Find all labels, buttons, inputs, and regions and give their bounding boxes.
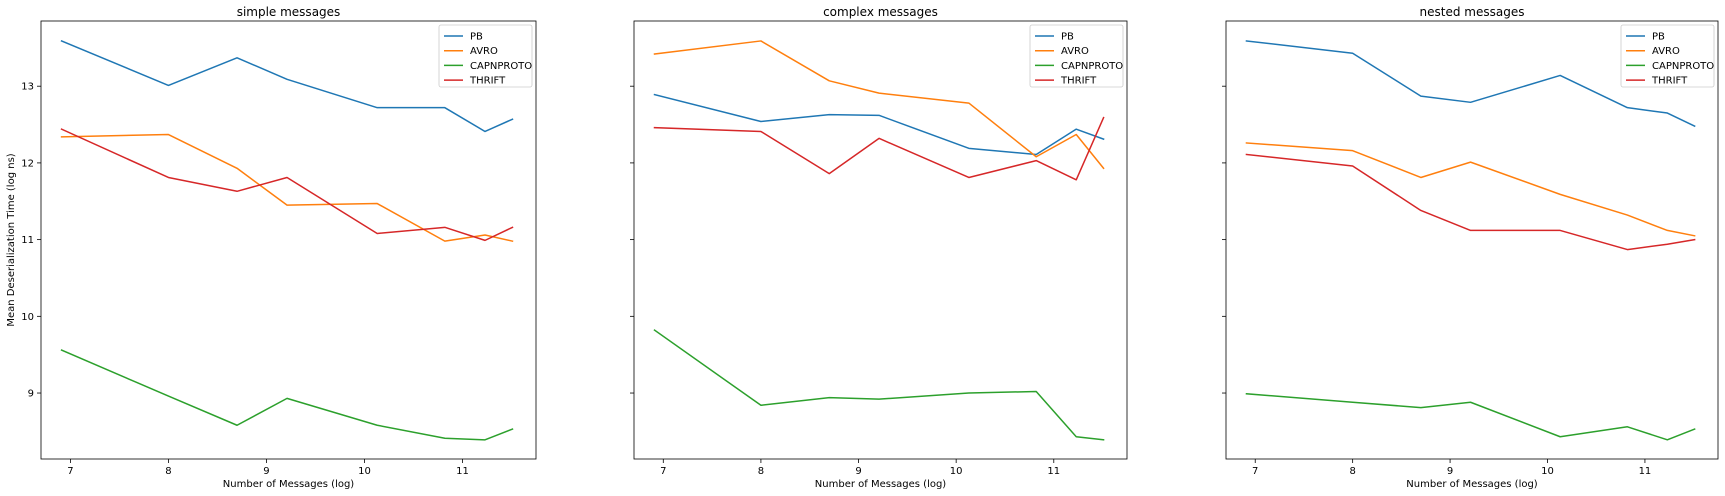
legend-label-thrift: THRIFT — [1060, 76, 1097, 87]
series-line-thrift — [653, 116, 1105, 181]
legend-label-pb: PB — [1652, 32, 1665, 43]
x-tick-label: 11 — [1047, 466, 1060, 477]
series-line-avro — [1245, 142, 1696, 237]
series-line-capnproto — [1245, 392, 1696, 441]
y-axis-label: Mean Deserialization Time (log ns) — [6, 153, 17, 326]
legend-box — [1029, 24, 1124, 88]
x-tick-label: 10 — [950, 466, 963, 477]
x-tick-label: 10 — [1541, 466, 1554, 477]
y-tick-label: 13 — [21, 82, 34, 93]
legend-label-capnproto: CAPNPROTO — [470, 61, 532, 72]
x-tick-label: 9 — [855, 466, 861, 477]
x-tick-label: 7 — [660, 466, 666, 477]
series-line-capnproto — [653, 329, 1105, 441]
y-tick-label: 10 — [21, 312, 34, 323]
chart-panel-3: 7 8 9 10 11 nested messages Number of Messages… — [1222, 5, 1719, 490]
chart-panel-1: 7 8 9 10 11 9 10 11 12 13 simple messages Number of… — [6, 5, 537, 490]
legend-label-capnproto: CAPNPROTO — [1061, 61, 1123, 72]
legend-box — [1620, 24, 1715, 88]
y-tick-label: 9 — [28, 389, 34, 400]
legend-label-capnproto: CAPNPROTO — [1652, 61, 1714, 72]
x-axis-label: Number of Messages (log) — [1406, 479, 1538, 490]
legend-label-thrift: THRIFT — [1651, 76, 1688, 87]
legend-label-avro: AVRO — [1061, 46, 1089, 57]
x-tick-label: 7 — [67, 466, 73, 477]
chart-panel-2: 7 8 9 10 11 complex messages Number of Message… — [630, 5, 1128, 490]
series-line-pb — [60, 39, 514, 133]
legend-label-pb: PB — [1061, 32, 1074, 43]
x-tick-label: 8 — [165, 466, 171, 477]
x-tick-label: 8 — [758, 466, 764, 477]
series-line-avro — [60, 133, 514, 243]
legend-label-pb: PB — [470, 32, 483, 43]
legend-label-avro: AVRO — [1652, 46, 1680, 57]
legend-box — [438, 24, 533, 88]
legend: PB AVRO CAPNPROTO THRIFT — [1029, 24, 1124, 88]
x-axis-label: Number of Messages (log) — [223, 479, 355, 490]
y-tick-label: 12 — [21, 158, 34, 169]
chart-title: nested messages — [1420, 5, 1525, 19]
series-line-thrift — [60, 128, 514, 242]
x-tick-label: 10 — [358, 466, 371, 477]
x-tick-label: 7 — [1252, 466, 1258, 477]
y-tick-label: 11 — [21, 235, 34, 246]
x-tick-label: 9 — [1447, 466, 1453, 477]
x-axis-label: Number of Messages (log) — [815, 479, 947, 490]
series-line-pb — [653, 93, 1105, 156]
x-tick-label: 8 — [1349, 466, 1355, 477]
chart-title: simple messages — [237, 5, 341, 19]
series-line-pb — [1245, 40, 1696, 128]
series-line-avro — [653, 40, 1105, 170]
legend: PB AVRO CAPNPROTO THRIFT — [438, 24, 533, 88]
legend: PB AVRO CAPNPROTO THRIFT — [1620, 24, 1715, 88]
x-tick-label: 11 — [456, 466, 469, 477]
series-line-thrift — [1245, 153, 1696, 251]
chart-title: complex messages — [823, 5, 938, 19]
series-line-capnproto — [60, 349, 514, 441]
x-tick-label: 11 — [1639, 466, 1652, 477]
x-tick-label: 9 — [263, 466, 269, 477]
legend-label-thrift: THRIFT — [469, 76, 506, 87]
legend-label-avro: AVRO — [470, 46, 498, 57]
